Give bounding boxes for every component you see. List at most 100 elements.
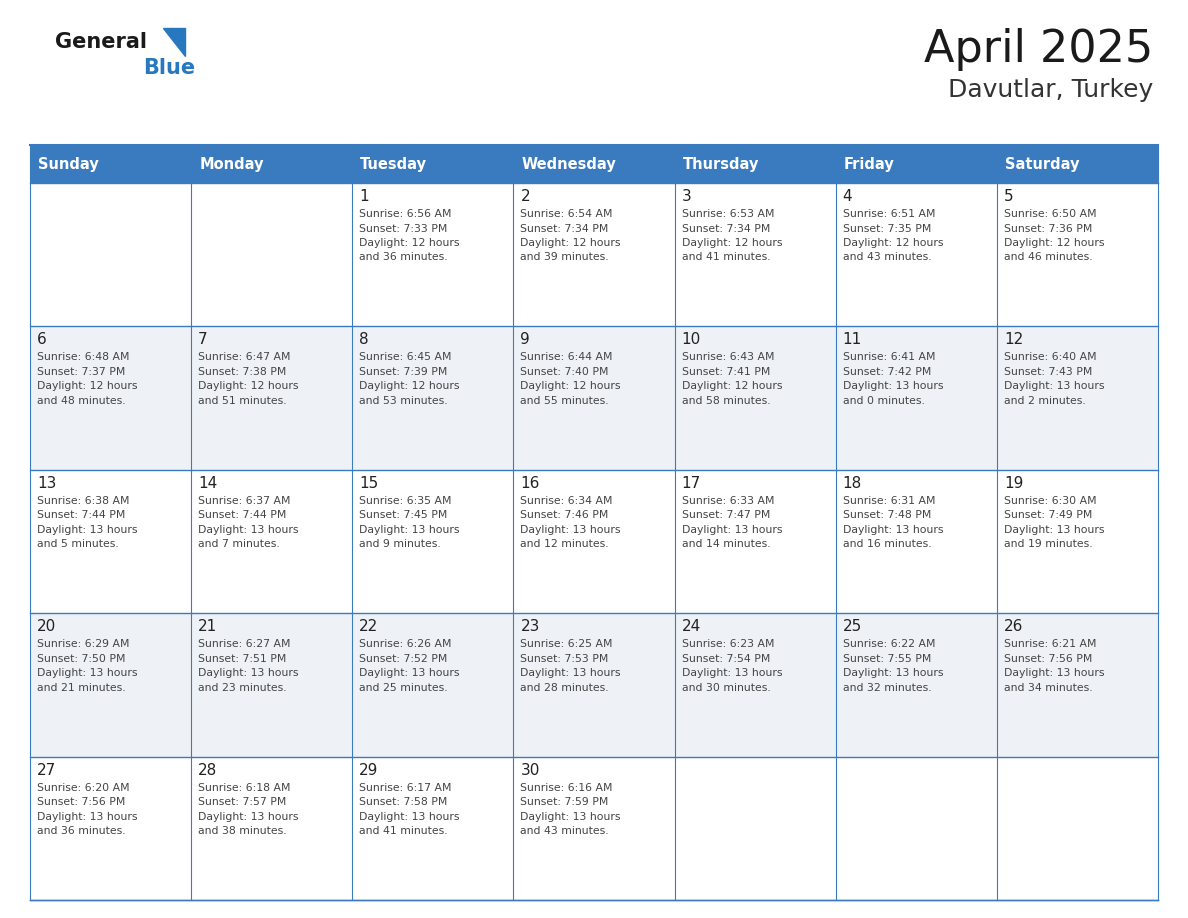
Text: Sunset: 7:33 PM: Sunset: 7:33 PM	[359, 223, 448, 233]
Text: 29: 29	[359, 763, 379, 778]
Text: Sunset: 7:35 PM: Sunset: 7:35 PM	[842, 223, 931, 233]
Text: 11: 11	[842, 332, 862, 347]
Text: and 19 minutes.: and 19 minutes.	[1004, 539, 1093, 549]
Text: Sunrise: 6:35 AM: Sunrise: 6:35 AM	[359, 496, 451, 506]
Text: Daylight: 12 hours: Daylight: 12 hours	[198, 381, 298, 391]
Text: Sunset: 7:57 PM: Sunset: 7:57 PM	[198, 797, 286, 807]
Text: Daylight: 13 hours: Daylight: 13 hours	[37, 668, 138, 678]
Text: Daylight: 13 hours: Daylight: 13 hours	[37, 812, 138, 822]
Text: 17: 17	[682, 476, 701, 491]
Text: Sunset: 7:44 PM: Sunset: 7:44 PM	[198, 510, 286, 521]
Text: Daylight: 13 hours: Daylight: 13 hours	[359, 525, 460, 535]
Text: and 32 minutes.: and 32 minutes.	[842, 683, 931, 693]
Text: Daylight: 12 hours: Daylight: 12 hours	[682, 238, 782, 248]
Text: Daylight: 13 hours: Daylight: 13 hours	[520, 812, 621, 822]
Text: Sunrise: 6:20 AM: Sunrise: 6:20 AM	[37, 783, 129, 792]
Text: 26: 26	[1004, 620, 1023, 634]
Text: Daylight: 12 hours: Daylight: 12 hours	[520, 381, 621, 391]
Text: and 16 minutes.: and 16 minutes.	[842, 539, 931, 549]
Text: Daylight: 12 hours: Daylight: 12 hours	[520, 238, 621, 248]
Text: 12: 12	[1004, 332, 1023, 347]
Text: Daylight: 13 hours: Daylight: 13 hours	[359, 668, 460, 678]
Text: Tuesday: Tuesday	[360, 156, 428, 172]
Text: Wednesday: Wednesday	[522, 156, 617, 172]
Text: 22: 22	[359, 620, 379, 634]
Text: and 12 minutes.: and 12 minutes.	[520, 539, 609, 549]
Text: 28: 28	[198, 763, 217, 778]
Text: Sunrise: 6:22 AM: Sunrise: 6:22 AM	[842, 639, 935, 649]
Text: and 2 minutes.: and 2 minutes.	[1004, 396, 1086, 406]
Text: Sunrise: 6:31 AM: Sunrise: 6:31 AM	[842, 496, 935, 506]
Text: Daylight: 13 hours: Daylight: 13 hours	[1004, 668, 1105, 678]
Text: Sunset: 7:46 PM: Sunset: 7:46 PM	[520, 510, 608, 521]
Text: and 25 minutes.: and 25 minutes.	[359, 683, 448, 693]
Text: Daylight: 13 hours: Daylight: 13 hours	[359, 812, 460, 822]
Text: 6: 6	[37, 332, 46, 347]
Text: and 9 minutes.: and 9 minutes.	[359, 539, 441, 549]
Text: Sunday: Sunday	[38, 156, 99, 172]
Text: Sunset: 7:39 PM: Sunset: 7:39 PM	[359, 367, 448, 377]
Text: 20: 20	[37, 620, 56, 634]
Text: Sunset: 7:43 PM: Sunset: 7:43 PM	[1004, 367, 1092, 377]
Text: Sunset: 7:48 PM: Sunset: 7:48 PM	[842, 510, 931, 521]
Text: and 55 minutes.: and 55 minutes.	[520, 396, 609, 406]
Text: and 7 minutes.: and 7 minutes.	[198, 539, 280, 549]
Text: 5: 5	[1004, 189, 1013, 204]
Text: Sunset: 7:50 PM: Sunset: 7:50 PM	[37, 654, 126, 664]
Text: Sunrise: 6:26 AM: Sunrise: 6:26 AM	[359, 639, 451, 649]
Text: 2: 2	[520, 189, 530, 204]
Text: Sunset: 7:53 PM: Sunset: 7:53 PM	[520, 654, 608, 664]
Polygon shape	[163, 28, 185, 56]
Text: Sunrise: 6:37 AM: Sunrise: 6:37 AM	[198, 496, 291, 506]
Text: and 28 minutes.: and 28 minutes.	[520, 683, 609, 693]
Text: Sunrise: 6:43 AM: Sunrise: 6:43 AM	[682, 353, 775, 363]
Text: Sunset: 7:38 PM: Sunset: 7:38 PM	[198, 367, 286, 377]
Text: Sunrise: 6:23 AM: Sunrise: 6:23 AM	[682, 639, 775, 649]
Text: Daylight: 13 hours: Daylight: 13 hours	[842, 525, 943, 535]
Text: Blue: Blue	[143, 58, 195, 78]
Text: Sunset: 7:56 PM: Sunset: 7:56 PM	[37, 797, 126, 807]
Text: Sunset: 7:55 PM: Sunset: 7:55 PM	[842, 654, 931, 664]
Text: Sunrise: 6:18 AM: Sunrise: 6:18 AM	[198, 783, 291, 792]
Text: Daylight: 13 hours: Daylight: 13 hours	[682, 525, 782, 535]
Text: Sunset: 7:34 PM: Sunset: 7:34 PM	[682, 223, 770, 233]
Text: 8: 8	[359, 332, 369, 347]
Text: Sunrise: 6:50 AM: Sunrise: 6:50 AM	[1004, 209, 1097, 219]
Text: Sunset: 7:44 PM: Sunset: 7:44 PM	[37, 510, 126, 521]
Text: and 43 minutes.: and 43 minutes.	[520, 826, 609, 836]
Text: Sunset: 7:52 PM: Sunset: 7:52 PM	[359, 654, 448, 664]
Text: 10: 10	[682, 332, 701, 347]
Text: Sunrise: 6:27 AM: Sunrise: 6:27 AM	[198, 639, 291, 649]
Text: 30: 30	[520, 763, 539, 778]
Text: Sunset: 7:49 PM: Sunset: 7:49 PM	[1004, 510, 1092, 521]
Text: 14: 14	[198, 476, 217, 491]
Text: Daylight: 12 hours: Daylight: 12 hours	[37, 381, 138, 391]
Text: 23: 23	[520, 620, 539, 634]
Text: Sunrise: 6:56 AM: Sunrise: 6:56 AM	[359, 209, 451, 219]
Text: Sunrise: 6:45 AM: Sunrise: 6:45 AM	[359, 353, 451, 363]
Text: Sunrise: 6:21 AM: Sunrise: 6:21 AM	[1004, 639, 1097, 649]
Text: Sunset: 7:36 PM: Sunset: 7:36 PM	[1004, 223, 1092, 233]
Text: Daylight: 13 hours: Daylight: 13 hours	[520, 525, 621, 535]
Text: and 38 minutes.: and 38 minutes.	[198, 826, 286, 836]
Text: 19: 19	[1004, 476, 1023, 491]
Bar	[30, 470, 1158, 613]
Text: Daylight: 13 hours: Daylight: 13 hours	[842, 668, 943, 678]
Text: and 5 minutes.: and 5 minutes.	[37, 539, 119, 549]
Text: Saturday: Saturday	[1005, 156, 1080, 172]
Text: Friday: Friday	[843, 156, 895, 172]
Text: 4: 4	[842, 189, 852, 204]
Text: Sunset: 7:51 PM: Sunset: 7:51 PM	[198, 654, 286, 664]
Text: 16: 16	[520, 476, 539, 491]
Text: and 43 minutes.: and 43 minutes.	[842, 252, 931, 263]
Text: Daylight: 13 hours: Daylight: 13 hours	[1004, 525, 1105, 535]
Text: Sunset: 7:45 PM: Sunset: 7:45 PM	[359, 510, 448, 521]
Text: Daylight: 13 hours: Daylight: 13 hours	[842, 381, 943, 391]
Text: 3: 3	[682, 189, 691, 204]
Text: Monday: Monday	[200, 156, 264, 172]
Text: 7: 7	[198, 332, 208, 347]
Text: Daylight: 13 hours: Daylight: 13 hours	[198, 525, 298, 535]
Text: 13: 13	[37, 476, 56, 491]
Text: and 0 minutes.: and 0 minutes.	[842, 396, 924, 406]
Text: Sunrise: 6:34 AM: Sunrise: 6:34 AM	[520, 496, 613, 506]
